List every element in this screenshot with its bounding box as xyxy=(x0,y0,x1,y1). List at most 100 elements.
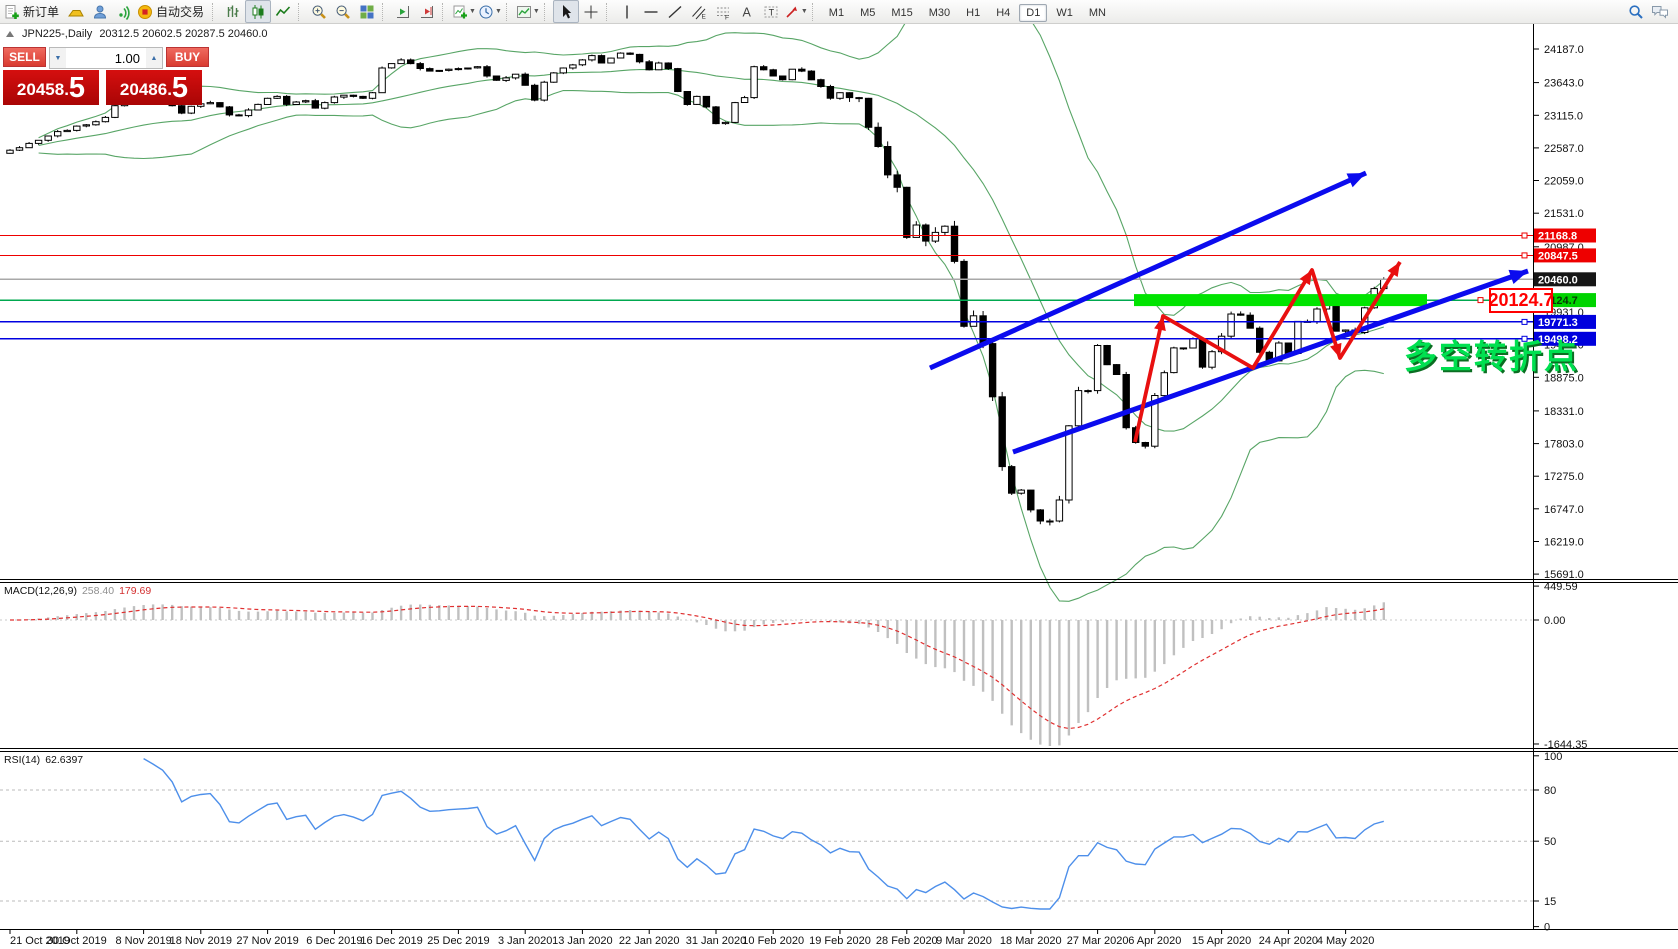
svg-text:-1644.35: -1644.35 xyxy=(1544,739,1587,751)
timeframe-mn[interactable]: MN xyxy=(1088,6,1106,19)
trendline-tool-button[interactable] xyxy=(663,1,687,22)
svg-text:0.00: 0.00 xyxy=(1544,615,1565,627)
timeframe-group: M1 M5 M15 M30 H1 H4 D1 W1 MN xyxy=(821,3,1114,22)
auto-trading-icon xyxy=(138,4,153,19)
toolbar-separator xyxy=(811,2,818,21)
one-click-trading-widget: SELL ▼ ▲ BUY 20458.5 20486.5 xyxy=(3,47,209,105)
candlestick-series xyxy=(6,52,1388,526)
timeframe-m5[interactable]: M5 xyxy=(860,6,876,19)
sell-price-big-digit: 5 xyxy=(68,72,86,104)
svg-text:27 Nov 2019: 27 Nov 2019 xyxy=(236,935,298,947)
blue-trend-arrow[interactable] xyxy=(1012,268,1529,455)
horizontal-line-tool-button[interactable] xyxy=(639,1,663,22)
svg-text:22587.0: 22587.0 xyxy=(1544,143,1584,155)
auto-scroll-button[interactable] xyxy=(391,1,415,22)
channel-tool-button[interactable]: E xyxy=(687,1,711,22)
zoom-out-icon xyxy=(336,5,350,19)
cursor-tool-button[interactable] xyxy=(552,0,579,23)
timeframe-m15[interactable]: M15 xyxy=(891,6,913,19)
toolbar-separator xyxy=(605,2,612,21)
timeframe-w1[interactable]: W1 xyxy=(1056,6,1073,19)
macd-panel xyxy=(0,602,1533,746)
svg-text:31 Jan 2020: 31 Jan 2020 xyxy=(686,935,747,947)
svg-text:16219.0: 16219.0 xyxy=(1544,537,1584,549)
new-order-button[interactable]: 新订单 xyxy=(3,1,64,22)
auto-trading-button[interactable]: 自动交易 xyxy=(136,1,209,22)
bar-chart-button[interactable] xyxy=(221,1,245,22)
chart-shift-button[interactable] xyxy=(415,1,439,22)
new-chart-button[interactable]: ▼ xyxy=(451,1,477,22)
macd-value-2: 179.69 xyxy=(119,585,152,597)
price-callout-box[interactable]: 20124.7 xyxy=(1488,288,1554,313)
sell-price-display[interactable]: 20458. 5 xyxy=(3,70,99,105)
line-chart-button[interactable] xyxy=(271,1,295,22)
chat-bubbles-icon xyxy=(1652,5,1668,19)
text-label-icon: T xyxy=(764,6,778,17)
new-order-icon xyxy=(5,4,19,19)
svg-text:22059.0: 22059.0 xyxy=(1544,176,1584,188)
svg-text:19498.2: 19498.2 xyxy=(1538,334,1578,346)
arrow-shapes-icon xyxy=(786,6,797,18)
svg-text:50: 50 xyxy=(1544,836,1556,848)
buy-button[interactable]: BUY xyxy=(166,47,209,67)
rsi-name: RSI(14) xyxy=(4,754,41,766)
svg-text:18 Mar 2020: 18 Mar 2020 xyxy=(1000,935,1062,947)
shapes-tool-button[interactable]: ▼ xyxy=(783,1,809,22)
horizontal-line-icon xyxy=(644,10,658,13)
svg-text:22 Jan 2020: 22 Jan 2020 xyxy=(619,935,680,947)
tile-windows-button[interactable] xyxy=(355,1,379,22)
volume-down-button[interactable]: ▼ xyxy=(50,48,66,68)
timeframe-d1[interactable]: D1 xyxy=(1019,3,1048,22)
zoom-in-button[interactable] xyxy=(307,1,331,22)
svg-text:15: 15 xyxy=(1544,896,1556,908)
signal-button[interactable] xyxy=(112,1,136,22)
blue-trend-arrow[interactable] xyxy=(928,170,1368,371)
toolbar-separator xyxy=(212,2,218,21)
text-tool-button[interactable]: A xyxy=(735,1,759,22)
timeframe-m1[interactable]: M1 xyxy=(828,6,845,19)
svg-text:T: T xyxy=(768,7,774,17)
red-zigzag-arrow[interactable] xyxy=(1133,260,1402,443)
svg-text:10 Feb 2020: 10 Feb 2020 xyxy=(742,935,804,947)
svg-text:6 Apr 2020: 6 Apr 2020 xyxy=(1128,935,1181,947)
svg-text:16 Dec 2019: 16 Dec 2019 xyxy=(360,935,422,947)
text-icon: A xyxy=(742,5,751,19)
buy-price-display[interactable]: 20486. 5 xyxy=(106,70,202,105)
volume-input[interactable] xyxy=(66,48,146,68)
svg-text:15 Apr 2020: 15 Apr 2020 xyxy=(1192,935,1251,947)
toolbar-separator xyxy=(505,2,512,21)
timeframe-h4[interactable]: H4 xyxy=(996,6,1011,19)
svg-text:21531.0: 21531.0 xyxy=(1544,208,1584,220)
chat-button[interactable] xyxy=(1648,1,1672,22)
svg-text:28 Feb 2020: 28 Feb 2020 xyxy=(876,935,938,947)
crosshair-icon xyxy=(584,5,598,18)
volume-up-button[interactable]: ▲ xyxy=(146,48,162,68)
svg-text:17803.0: 17803.0 xyxy=(1544,439,1584,451)
vertical-line-tool-button[interactable] xyxy=(615,1,639,22)
timeframe-h1[interactable]: H1 xyxy=(966,6,981,19)
contacts-button[interactable] xyxy=(88,1,112,22)
text-label-tool-button[interactable]: T xyxy=(759,1,783,22)
crosshair-tool-button[interactable] xyxy=(579,1,603,22)
chevron-down-icon: ▼ xyxy=(532,8,540,15)
trendline-icon xyxy=(668,5,682,18)
zoom-out-button[interactable] xyxy=(331,1,355,22)
toolbar-separator xyxy=(298,2,304,21)
timeframe-m30[interactable]: M30 xyxy=(928,6,951,19)
turning-point-annotation[interactable]: 多空转折点 xyxy=(1404,338,1579,375)
callout-anchor-square[interactable] xyxy=(1477,297,1484,304)
periods-button[interactable]: ▼ xyxy=(477,1,503,22)
search-button[interactable] xyxy=(1624,1,1648,22)
svg-text:449.59: 449.59 xyxy=(1544,581,1578,593)
vertical-line-icon xyxy=(626,5,628,18)
green-support-bar[interactable] xyxy=(1134,294,1427,307)
candlestick-chart-button[interactable] xyxy=(245,0,272,23)
deposit-button[interactable] xyxy=(64,1,88,22)
macd-name: MACD(12,26,9) xyxy=(4,585,77,597)
sell-button[interactable]: SELL xyxy=(3,47,46,67)
indicators-button[interactable]: ▼ xyxy=(515,1,541,22)
svg-text:13 Jan 2020: 13 Jan 2020 xyxy=(552,935,613,947)
fibonacci-tool-button[interactable]: F xyxy=(711,1,735,22)
